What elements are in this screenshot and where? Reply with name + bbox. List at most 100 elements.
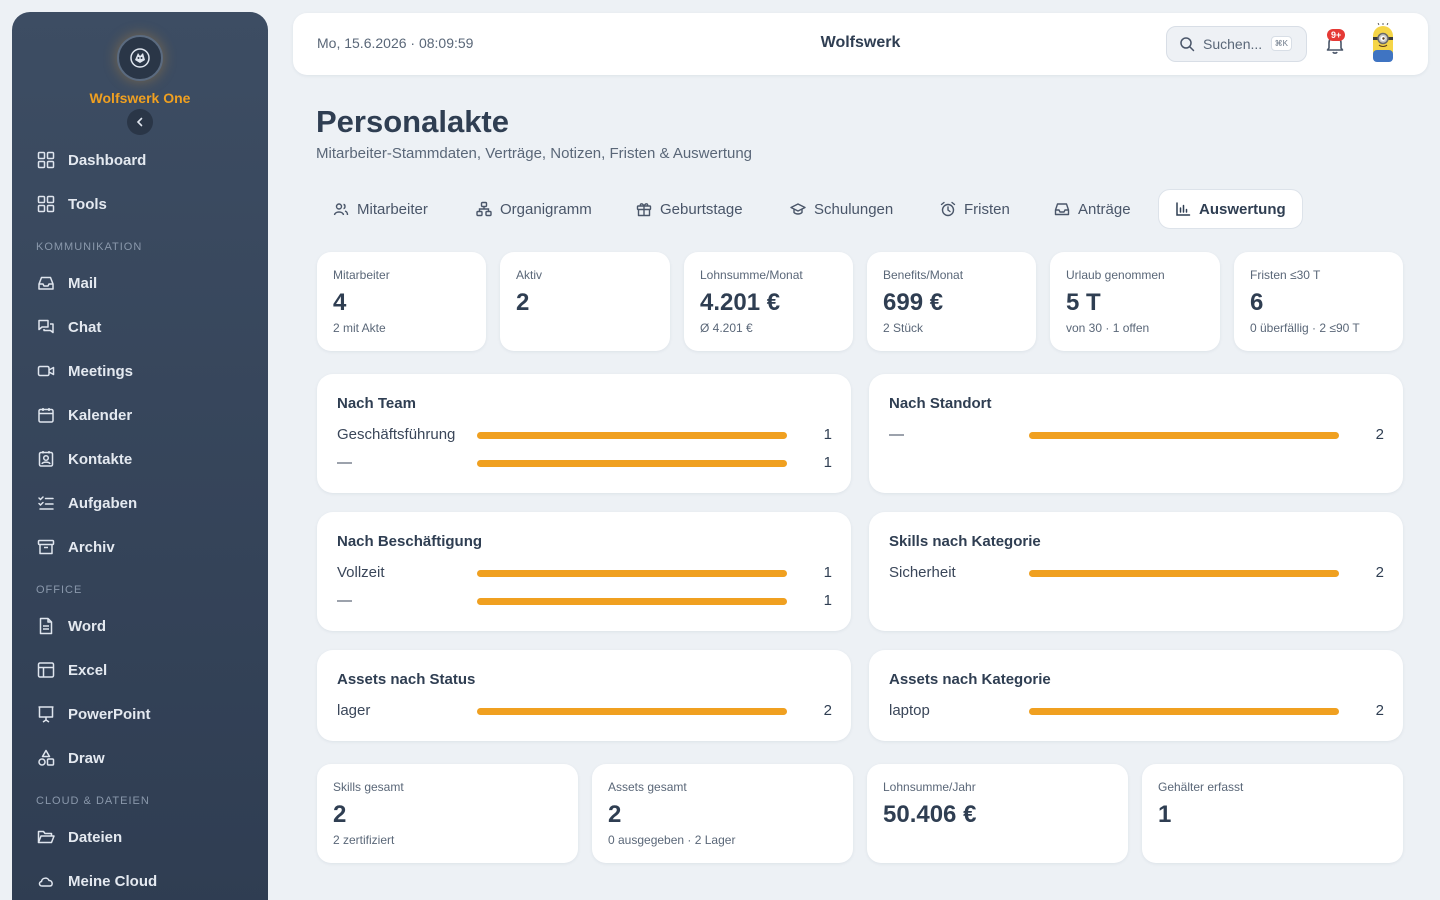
sidebar-item-meine-cloud[interactable]: Meine Cloud: [36, 865, 256, 897]
sidebar: Wolfswerk One Dashboard Tools KOMMUNIKAT…: [12, 12, 268, 900]
stat-label: Fristen ≤30 T: [1250, 268, 1321, 282]
sidebar-item-label: Mail: [68, 274, 98, 292]
bar-fill: [1029, 570, 1339, 577]
tab-organigramm[interactable]: Organigramm: [460, 189, 608, 229]
search-placeholder: Suchen...: [1203, 36, 1263, 52]
tab-antraege[interactable]: Anträge: [1038, 189, 1147, 229]
brand-logo[interactable]: [117, 35, 163, 81]
stat-subtext: 2 zertifiziert: [333, 833, 395, 847]
panel-assets-nach-status: Assets nach Status lager 2: [317, 650, 851, 741]
sidebar-item-draw[interactable]: Draw: [36, 742, 256, 774]
wolf-logo-icon: [130, 48, 150, 68]
inbox-icon: [1054, 201, 1070, 217]
stat-card-lohnsumme-monat: Lohnsumme/Monat 4.201 € Ø 4.201 €: [684, 252, 853, 351]
panel-title: Assets nach Status: [337, 671, 476, 688]
distribution-row: — 2: [889, 425, 1384, 445]
sidebar-item-excel[interactable]: Excel: [36, 654, 256, 686]
stat-subtext: 2 mit Akte: [333, 321, 386, 335]
brand-name: Wolfswerk One: [89, 90, 191, 106]
stat-card-benefits-monat: Benefits/Monat 699 € 2 Stück: [867, 252, 1036, 351]
tab-geburtstage[interactable]: Geburtstage: [620, 189, 759, 229]
document-icon: [36, 616, 56, 636]
stat-label: Benefits/Monat: [883, 268, 964, 282]
panel-title: Assets nach Kategorie: [889, 671, 1051, 688]
presentation-icon: [36, 704, 56, 724]
cloud-icon: [36, 871, 56, 891]
inbox-icon: [36, 273, 56, 293]
stat-card-urlaub: Urlaub genommen 5 T von 30 · 1 offen: [1050, 252, 1220, 351]
grid-icon: [36, 150, 56, 170]
sidebar-item-powerpoint[interactable]: PowerPoint: [36, 698, 256, 730]
grid-icon: [36, 194, 56, 214]
row-label: —: [889, 426, 904, 443]
sidebar-item-word[interactable]: Word: [36, 610, 256, 642]
sidebar-item-chat[interactable]: Chat: [36, 311, 256, 343]
panel-title: Skills nach Kategorie: [889, 533, 1041, 550]
sidebar-item-label: Kontakte: [68, 450, 133, 468]
tab-auswertung[interactable]: Auswertung: [1158, 189, 1303, 229]
row-count: 1: [823, 454, 832, 471]
tab-schulungen[interactable]: Schulungen: [774, 189, 909, 229]
sidebar-item-label: PowerPoint: [68, 705, 151, 723]
distribution-row: Sicherheit 2: [889, 563, 1384, 583]
stat-subtext: von 30 · 1 offen: [1066, 321, 1150, 335]
stat-value: 4: [333, 289, 347, 316]
bar-fill: [477, 708, 787, 715]
notification-badge: 9+: [1327, 29, 1346, 41]
chevron-left-icon: [136, 117, 143, 127]
bar-track: [1029, 570, 1339, 577]
avatar[interactable]: [1370, 23, 1396, 65]
sidebar-item-dateien[interactable]: Dateien: [36, 821, 256, 853]
row-count: 2: [823, 702, 832, 719]
row-label: Vollzeit: [337, 564, 385, 581]
sidebar-item-kontakte[interactable]: Kontakte: [36, 443, 256, 475]
bar-track: [477, 460, 787, 467]
sidebar-item-mail[interactable]: Mail: [36, 267, 256, 299]
tab-mitarbeiter[interactable]: Mitarbeiter: [317, 189, 444, 229]
graduation-cap-icon: [790, 201, 806, 217]
panel-nach-beschaeftigung: Nach Beschäftigung Vollzeit 1 — 1: [317, 512, 851, 631]
sidebar-item-dashboard[interactable]: Dashboard: [36, 144, 256, 176]
bar-track: [477, 570, 787, 577]
distribution-row: lager 2: [337, 701, 832, 721]
checklist-icon: [36, 493, 56, 513]
sidebar-collapse-button[interactable]: [127, 109, 153, 135]
calendar-icon: [36, 405, 56, 425]
stat-card-skills-gesamt: Skills gesamt 2 2 zertifiziert: [317, 764, 578, 863]
stat-card-aktiv: Aktiv 2: [500, 252, 670, 351]
stat-card-mitarbeiter: Mitarbeiter 4 2 mit Akte: [317, 252, 486, 351]
panel-nach-team: Nach Team Geschäftsführung 1 — 1: [317, 374, 851, 493]
section-label-kommunikation: KOMMUNIKATION: [36, 241, 143, 253]
video-icon: [36, 361, 56, 381]
sidebar-item-tools[interactable]: Tools: [36, 188, 256, 220]
users-icon: [333, 201, 349, 217]
stat-value: 2: [516, 289, 530, 316]
sidebar-item-label: Meetings: [68, 362, 134, 380]
datetime-display: Mo, 15.6.2026 · 08:09:59: [317, 35, 474, 51]
sidebar-item-label: Draw: [68, 749, 105, 767]
row-label: Geschäftsführung: [337, 426, 456, 443]
tab-label: Auswertung: [1199, 200, 1286, 218]
row-count: 2: [1375, 702, 1384, 719]
contact-icon: [36, 449, 56, 469]
stat-label: Assets gesamt: [608, 780, 687, 794]
distribution-row: laptop 2: [889, 701, 1384, 721]
stat-subtext: 0 überfällig · 2 ≤90 T: [1250, 321, 1360, 335]
bar-chart-icon: [1175, 201, 1191, 217]
stat-card-assets-gesamt: Assets gesamt 2 0 ausgegeben · 2 Lager: [592, 764, 853, 863]
panel-assets-nach-kategorie: Assets nach Kategorie laptop 2: [869, 650, 1403, 741]
stat-value: 5 T: [1066, 289, 1101, 316]
tab-fristen[interactable]: Fristen: [924, 189, 1026, 229]
bar-track: [477, 598, 787, 605]
panel-skills-nach-kategorie: Skills nach Kategorie Sicherheit 2: [869, 512, 1403, 631]
sidebar-item-aufgaben[interactable]: Aufgaben: [36, 487, 256, 519]
chat-icon: [36, 317, 56, 337]
search-input[interactable]: Suchen... ⌘K: [1166, 26, 1307, 62]
row-count: 2: [1375, 564, 1384, 581]
sidebar-item-meetings[interactable]: Meetings: [36, 355, 256, 387]
bar-fill: [1029, 432, 1339, 439]
folder-icon: [36, 827, 56, 847]
sidebar-item-kalender[interactable]: Kalender: [36, 399, 256, 431]
sidebar-item-archiv[interactable]: Archiv: [36, 531, 256, 563]
stat-label: Lohnsumme/Monat: [700, 268, 803, 282]
